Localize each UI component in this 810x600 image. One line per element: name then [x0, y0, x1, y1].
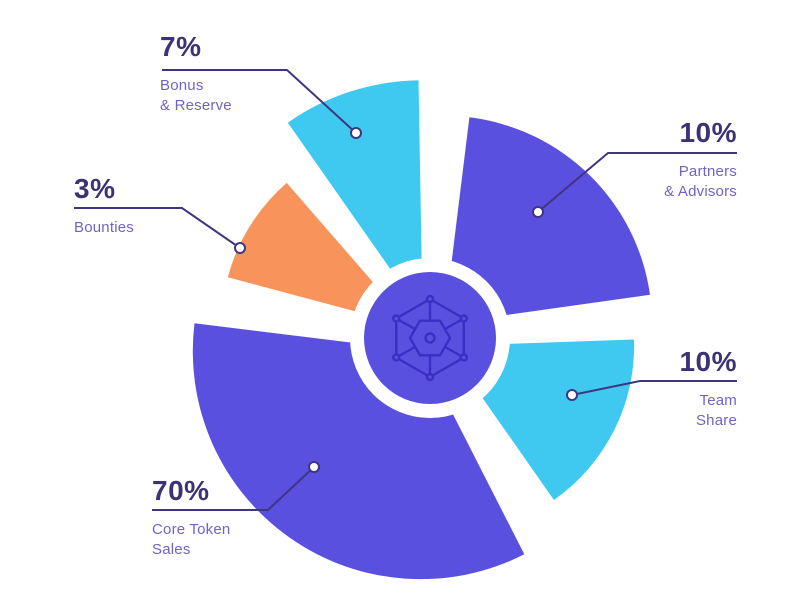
callout-dot-core-token-sales	[308, 461, 320, 473]
leader-line-bounties	[74, 207, 241, 249]
callout-dots	[234, 127, 578, 473]
slice-label: Partners & Advisors	[664, 162, 737, 202]
slice-label-line: Sales	[152, 541, 191, 558]
leader-line-partners-advisors	[537, 152, 737, 213]
pie-slice-core-token-sales	[192, 323, 525, 580]
slice-label: Team Share	[679, 391, 737, 431]
pie-slice-partners-advisors	[444, 117, 650, 324]
slice-label-line: Partners	[678, 163, 737, 180]
pie-slice-bounties	[227, 182, 412, 327]
percent-label: 7%	[160, 31, 202, 62]
leader-line-bonus-reserve	[162, 69, 357, 134]
network-hexagon-icon	[392, 294, 468, 382]
callout-team-share: 10% Team Share	[679, 345, 737, 431]
slice-label-line: Bounties	[74, 219, 134, 236]
callout-dot-bounties	[234, 242, 246, 254]
slice-label-line: & Reserve	[160, 97, 232, 114]
slice-label-line: Core Token	[152, 521, 231, 538]
slice-label-line: Team	[699, 392, 737, 409]
slice-label: Bonus & Reserve	[160, 76, 232, 116]
callout-core-token-sales: 70% Core Token Sales	[152, 474, 230, 560]
callout-dot-partners-advisors	[532, 206, 544, 218]
hub-circle	[364, 272, 496, 404]
callout-dot-bonus-reserve	[350, 127, 362, 139]
callout-bounties: 3% Bounties	[74, 172, 134, 238]
callout-dot-team-share	[566, 389, 578, 401]
slice-label: Core Token Sales	[152, 520, 230, 560]
slice-label: Bounties	[74, 218, 134, 238]
slice-label-line: Bonus	[160, 77, 204, 94]
callout-bonus-reserve: 7% Bonus & Reserve	[160, 30, 232, 116]
leader-line-team-share	[571, 380, 737, 396]
callout-leader-lines	[74, 69, 737, 511]
percent-label: 10%	[679, 117, 737, 148]
percent-label: 3%	[74, 173, 116, 204]
percent-label: 10%	[679, 346, 737, 377]
leader-line-core-token-sales	[152, 466, 315, 511]
slice-label-line: & Advisors	[664, 183, 737, 200]
callout-partners-advisors: 10% Partners & Advisors	[664, 116, 737, 202]
percent-label: 70%	[152, 475, 210, 506]
slice-label-line: Share	[695, 412, 737, 429]
pie-slice-bonus-reserve	[287, 80, 423, 316]
